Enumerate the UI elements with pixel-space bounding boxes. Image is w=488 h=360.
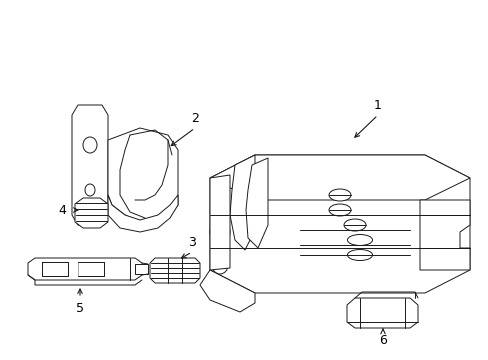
Polygon shape xyxy=(209,155,469,293)
Ellipse shape xyxy=(85,184,95,196)
Text: 1: 1 xyxy=(373,99,381,112)
Polygon shape xyxy=(346,298,417,328)
Polygon shape xyxy=(209,155,469,200)
Polygon shape xyxy=(72,105,108,225)
Ellipse shape xyxy=(212,256,227,274)
Polygon shape xyxy=(245,158,267,248)
Polygon shape xyxy=(135,264,148,274)
Polygon shape xyxy=(108,195,178,232)
Ellipse shape xyxy=(328,204,350,216)
Polygon shape xyxy=(78,262,104,276)
Polygon shape xyxy=(150,258,200,283)
Text: 4: 4 xyxy=(58,203,66,216)
Ellipse shape xyxy=(343,219,365,231)
Text: 2: 2 xyxy=(191,112,199,125)
Ellipse shape xyxy=(209,221,229,243)
Polygon shape xyxy=(108,128,178,222)
Polygon shape xyxy=(42,262,68,276)
Text: 3: 3 xyxy=(188,235,196,248)
Polygon shape xyxy=(200,270,254,312)
Polygon shape xyxy=(229,155,254,250)
Ellipse shape xyxy=(347,234,372,246)
Polygon shape xyxy=(419,200,469,270)
Ellipse shape xyxy=(347,249,372,261)
Polygon shape xyxy=(28,258,142,280)
Polygon shape xyxy=(75,198,108,228)
Polygon shape xyxy=(209,175,229,270)
Ellipse shape xyxy=(328,189,350,201)
Text: 5: 5 xyxy=(76,302,84,315)
Text: 6: 6 xyxy=(378,333,386,346)
Ellipse shape xyxy=(83,137,97,153)
